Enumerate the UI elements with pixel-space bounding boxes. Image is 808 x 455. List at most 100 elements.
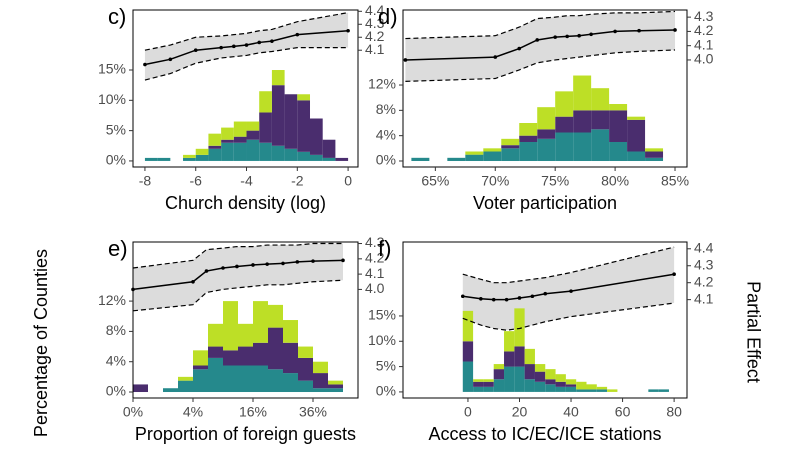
y-tick-label: 0% bbox=[376, 152, 396, 168]
effect-point bbox=[295, 260, 300, 264]
histogram-bar bbox=[246, 139, 260, 161]
histogram-bar bbox=[591, 110, 610, 130]
x-tick-label: -6 bbox=[189, 173, 202, 189]
y2-tick-label: 4.1 bbox=[365, 265, 385, 281]
histogram-bar bbox=[322, 157, 336, 161]
x-tick-label: 0 bbox=[344, 173, 352, 189]
effect-line bbox=[144, 30, 349, 66]
histogram-bar bbox=[208, 357, 223, 393]
histogram-bar bbox=[238, 346, 253, 366]
histogram-bar bbox=[271, 145, 285, 161]
effect-point bbox=[295, 32, 300, 37]
histogram-bar bbox=[596, 386, 608, 390]
histogram-bar bbox=[462, 341, 474, 362]
x-tick-label: 75% bbox=[541, 173, 569, 189]
y-axis-title: Percentage of Counties bbox=[31, 249, 51, 437]
effect-point bbox=[219, 45, 223, 50]
histogram-bar bbox=[537, 129, 556, 139]
histogram-bar bbox=[534, 364, 546, 372]
histogram-bar bbox=[555, 116, 574, 133]
plot-frame bbox=[132, 241, 359, 399]
histogram-bar bbox=[573, 132, 592, 161]
effect-point bbox=[493, 55, 498, 59]
histogram-bar bbox=[313, 373, 328, 389]
y2-tick-label: 4.0 bbox=[365, 280, 385, 296]
effect-point bbox=[672, 272, 676, 277]
histogram-bar bbox=[310, 118, 323, 155]
histogram-bar bbox=[183, 157, 196, 161]
effect-point bbox=[168, 57, 173, 62]
effect-point bbox=[270, 39, 274, 43]
effect-point bbox=[517, 46, 522, 51]
x-tick-label: -4 bbox=[240, 173, 253, 189]
histogram-bar bbox=[645, 151, 664, 158]
effect-point bbox=[673, 28, 677, 32]
histogram-bar bbox=[335, 157, 349, 161]
histogram-bar bbox=[501, 145, 520, 149]
histogram-bar bbox=[504, 331, 515, 352]
y-tick-label: 0% bbox=[106, 152, 126, 168]
x-tick-label: 80% bbox=[601, 173, 629, 189]
histogram-bar bbox=[493, 369, 505, 380]
histogram-bar bbox=[297, 100, 311, 152]
histogram-bar bbox=[221, 139, 234, 143]
histogram-bar bbox=[545, 379, 556, 385]
y2-tick-label: 4.3 bbox=[365, 15, 385, 31]
histogram-bar bbox=[208, 323, 223, 347]
effect-point bbox=[191, 279, 195, 284]
effect-point bbox=[491, 297, 496, 302]
x-tick-label: 20 bbox=[512, 404, 528, 420]
panel-label: c) bbox=[108, 4, 126, 29]
confidence-bound bbox=[132, 279, 344, 312]
histogram-bar bbox=[297, 94, 311, 101]
histogram-bar bbox=[284, 148, 298, 161]
x-tick-label: 40 bbox=[563, 404, 579, 420]
y-tick-label: 15% bbox=[368, 307, 396, 323]
y-tick-label: 0% bbox=[376, 383, 396, 399]
y2-tick-label: 4.3 bbox=[365, 234, 385, 250]
histogram-bar bbox=[609, 104, 628, 111]
histogram-bar bbox=[144, 157, 158, 161]
histogram-bar bbox=[253, 301, 268, 343]
histogram-bar bbox=[493, 364, 505, 370]
histogram-bar bbox=[298, 380, 313, 393]
y2-tick-label: 4.3 bbox=[694, 256, 714, 272]
histogram-bar bbox=[178, 376, 193, 381]
effect-point bbox=[232, 44, 236, 49]
histogram-bar bbox=[259, 142, 272, 161]
histogram-bar bbox=[193, 365, 208, 370]
histogram-bar bbox=[627, 119, 646, 152]
histogram-bar bbox=[555, 386, 566, 392]
histogram-bar bbox=[193, 369, 208, 393]
effect-point bbox=[589, 32, 593, 37]
y-tick-label: 8% bbox=[106, 322, 126, 338]
x-tick-label: 36% bbox=[299, 404, 327, 420]
effect-point bbox=[535, 38, 540, 42]
x-axis-title: Church density (log) bbox=[165, 193, 326, 213]
histogram-bar bbox=[313, 361, 328, 374]
histogram-bar bbox=[555, 132, 574, 161]
histogram-bar bbox=[223, 301, 238, 351]
y2-tick-label: 4.2 bbox=[365, 250, 385, 266]
histogram-bar bbox=[483, 381, 494, 387]
histogram-bar bbox=[565, 379, 577, 385]
x-tick-label: 0 bbox=[464, 404, 472, 420]
y-tick-label: 12% bbox=[368, 76, 396, 92]
histogram-bar bbox=[313, 388, 328, 393]
effect-point bbox=[143, 62, 147, 67]
histogram-bar bbox=[473, 381, 484, 387]
x-axis-title: Voter participation bbox=[473, 193, 617, 213]
histogram-bar bbox=[501, 148, 520, 161]
effect-point bbox=[569, 289, 573, 293]
y2-tick-label: 4.0 bbox=[694, 51, 714, 67]
effect-point bbox=[530, 294, 535, 299]
effect-point bbox=[221, 266, 225, 270]
confidence-bound bbox=[405, 10, 676, 40]
histogram-bar bbox=[555, 91, 574, 117]
histogram-bar bbox=[208, 145, 222, 149]
histogram-bar bbox=[514, 366, 525, 392]
histogram-bar bbox=[328, 384, 343, 389]
histogram-bar bbox=[253, 342, 268, 366]
histogram-bar bbox=[658, 389, 669, 392]
histogram-bar bbox=[298, 346, 313, 358]
